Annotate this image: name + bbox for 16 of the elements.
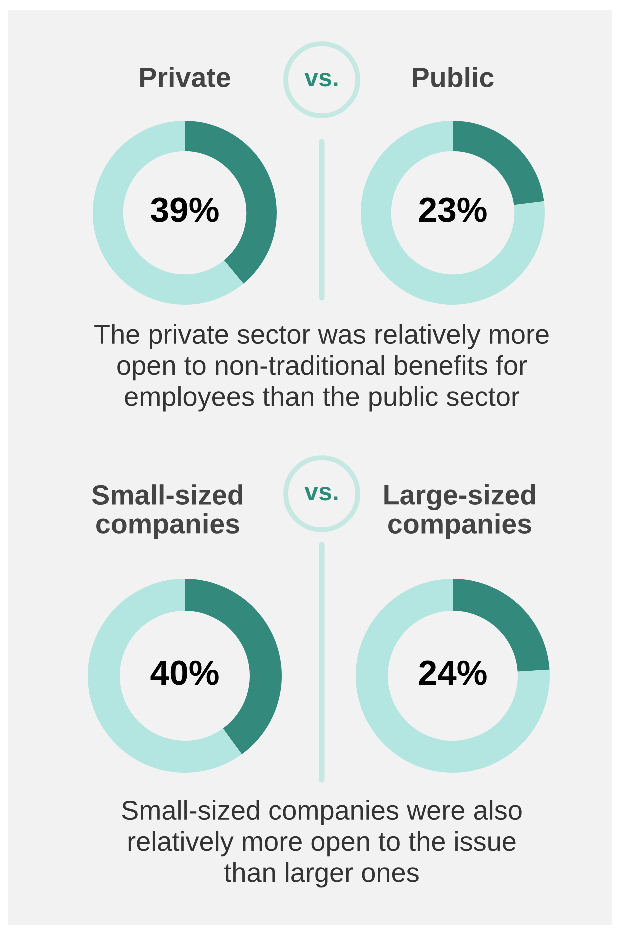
chart-title: Private — [140, 67, 230, 88]
text: Small-sized companies were also relatively more open to the issue than larger ones — [122, 800, 522, 888]
text: vs. — [304, 487, 338, 501]
donut-slice — [356, 579, 550, 773]
chart-title: Public — [413, 67, 494, 88]
data-label: 40% — [150, 660, 219, 686]
data-label: 24% — [419, 660, 487, 686]
data-label: 39% — [151, 198, 219, 222]
donut-slice — [361, 121, 545, 305]
donut-slice — [93, 121, 244, 305]
donut-slice — [88, 579, 242, 773]
text: vs. — [304, 73, 338, 87]
chart-title: Large-sized companies — [384, 484, 536, 540]
data-label: 23% — [419, 198, 487, 222]
chart-title: Small-sized companies — [92, 484, 243, 540]
text: The private sector was relatively more open to non-traditional benefits for employees than the public sector — [94, 324, 549, 412]
